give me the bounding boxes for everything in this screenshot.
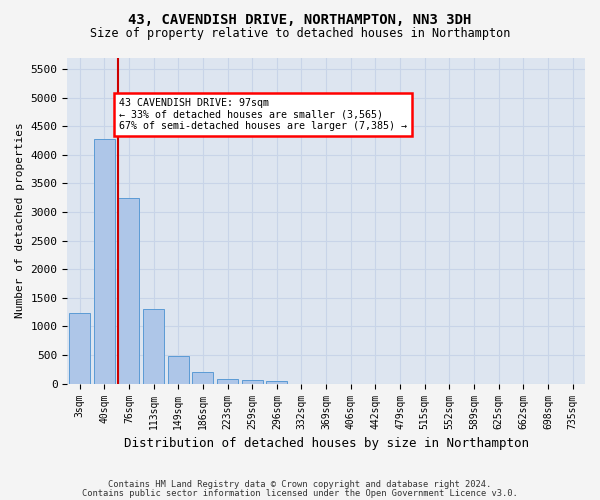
Bar [168, 356, 188, 384]
Text: Contains HM Land Registry data © Crown copyright and database right 2024.: Contains HM Land Registry data © Crown c… [109, 480, 491, 489]
Bar [94, 140, 115, 384]
Bar [143, 308, 164, 384]
Bar [266, 381, 287, 384]
Text: 43 CAVENDISH DRIVE: 97sqm
← 33% of detached houses are smaller (3,565)
67% of se: 43 CAVENDISH DRIVE: 97sqm ← 33% of detac… [119, 98, 407, 132]
X-axis label: Distribution of detached houses by size in Northampton: Distribution of detached houses by size … [124, 437, 529, 450]
Bar [217, 378, 238, 384]
Text: Contains public sector information licensed under the Open Government Licence v3: Contains public sector information licen… [82, 489, 518, 498]
Text: Size of property relative to detached houses in Northampton: Size of property relative to detached ho… [90, 28, 510, 40]
Bar [242, 380, 263, 384]
Bar [118, 198, 139, 384]
Text: 43, CAVENDISH DRIVE, NORTHAMPTON, NN3 3DH: 43, CAVENDISH DRIVE, NORTHAMPTON, NN3 3D… [128, 12, 472, 26]
Y-axis label: Number of detached properties: Number of detached properties [15, 122, 25, 318]
Bar [193, 372, 214, 384]
Bar [69, 314, 90, 384]
